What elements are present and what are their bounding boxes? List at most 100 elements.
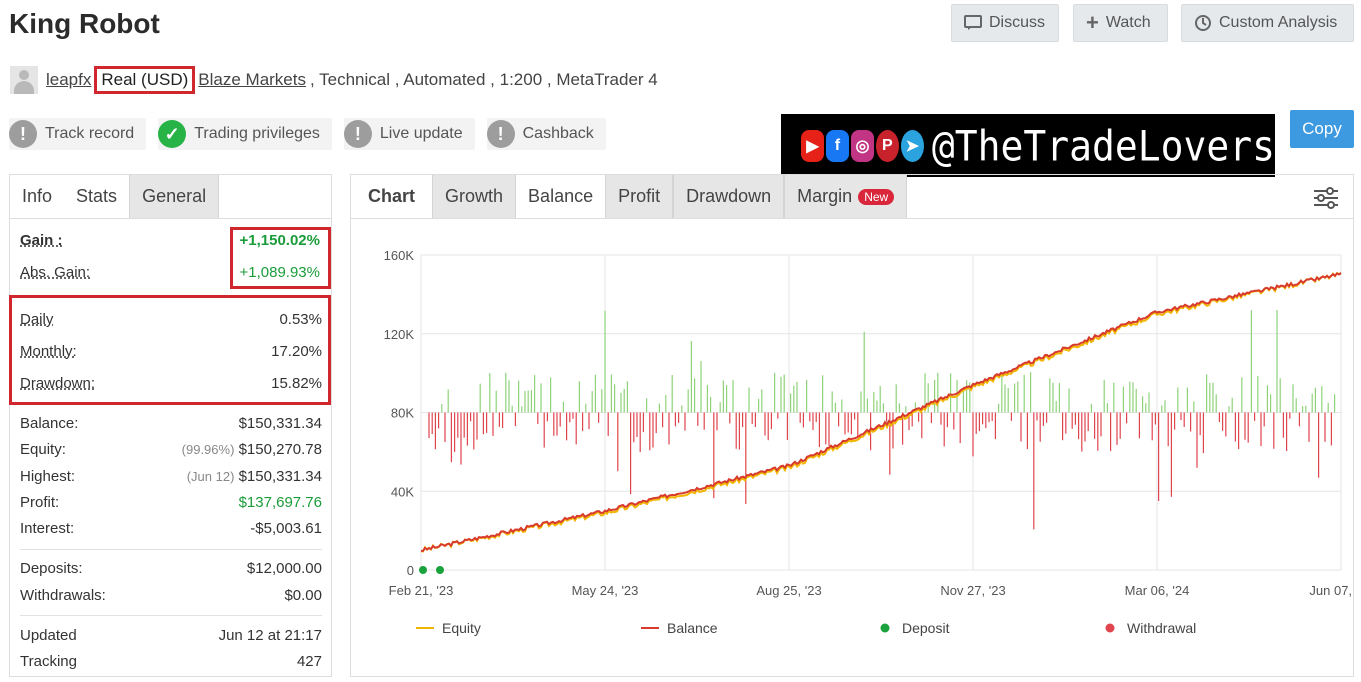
exclamation-icon: ! — [486, 120, 515, 148]
updated-label: Updated — [20, 627, 77, 644]
legend-label: Equity — [442, 620, 481, 636]
gain-label: Gain : — [20, 232, 63, 249]
legend-label: Deposit — [902, 620, 950, 636]
x-tick-label: Mar 06, '24 — [1125, 583, 1190, 598]
tab-margin[interactable]: Margin New — [784, 175, 908, 218]
equity-line — [420, 271, 1342, 553]
returns-highlight — [9, 295, 331, 405]
watch-label: Watch — [1105, 14, 1151, 31]
divider — [20, 549, 322, 550]
legend-swatch — [880, 623, 890, 633]
y-tick-label: 120K — [384, 327, 415, 342]
deposit-marker — [436, 566, 444, 574]
updated-value: Jun 12 at 21:17 — [218, 627, 322, 644]
custom-analysis-label: Custom Analysis — [1219, 14, 1338, 31]
highest-label: Highest: — [20, 468, 76, 485]
gain-highlight — [230, 227, 331, 289]
abs-gain-value: +1,089.93% — [239, 264, 321, 281]
tab-growth[interactable]: Growth — [432, 175, 517, 218]
telegram-icon: ➤ — [900, 129, 924, 162]
equity-label: Equity: — [20, 441, 66, 458]
daily-value: 0.53% — [279, 311, 322, 328]
withdrawals-label: Withdrawals: — [20, 587, 106, 604]
check-icon: ✓ — [158, 120, 187, 148]
x-tick-label: May 24, '23 — [572, 583, 639, 598]
balance-chart: 160K 120K 80K 40K 0 Feb 21, '23 May 24, '23 Aug… — [384, 248, 1353, 636]
abs-gain-label: Abs. Gain: — [20, 264, 91, 281]
tracking-value: 427 — [296, 653, 322, 670]
equity-pct: (99.96%) — [181, 442, 235, 457]
broker-link[interactable]: Blaze Markets — [198, 70, 306, 89]
highest-date: (Jun 12) — [186, 469, 235, 484]
tab-stats[interactable]: Stats — [76, 186, 118, 206]
badge-track-record[interactable]: ! Track record — [9, 118, 147, 150]
badge-label: Trading privileges — [194, 125, 320, 142]
exclamation-icon: ! — [343, 120, 372, 148]
account-type: Real (USD) — [94, 66, 196, 94]
legend-label: Withdrawal — [1127, 620, 1196, 636]
y-tick-label: 40K — [391, 484, 414, 499]
copy-button[interactable]: Copy — [1290, 110, 1354, 148]
new-badge: New — [858, 188, 895, 205]
chart-legend: Equity Balance Deposit Withdrawal — [416, 620, 1196, 636]
balance-line — [421, 272, 1342, 552]
drawdown-value: 15.82% — [271, 375, 322, 392]
avatar — [10, 66, 38, 94]
interest-label: Interest: — [20, 520, 75, 537]
tracking-label: Tracking — [20, 653, 77, 670]
tab-chart-label: Chart — [368, 186, 416, 206]
y-tick-label: 0 — [407, 563, 414, 578]
x-tick-label: Feb 21, '23 — [389, 583, 454, 598]
chart-panel: Chart Growth Balance Profit Drawdown Mar… — [350, 174, 1354, 677]
y-tick-label: 80K — [391, 406, 414, 421]
monthly-value: 17.20% — [271, 343, 322, 360]
interest-value: -$5,003.61 — [250, 520, 322, 537]
badge-trading-privileges[interactable]: ✓ Trading privileges — [158, 118, 332, 150]
pinterest-icon: P — [875, 129, 899, 162]
gain-value: +1,150.02% — [239, 232, 321, 249]
tab-drawdown[interactable]: Drawdown — [673, 175, 785, 218]
chart-axes: 160K 120K 80K 40K 0 Feb 21, '23 May 24, '23 Aug… — [384, 248, 1353, 598]
x-tick-label: Aug 25, '23 — [756, 583, 821, 598]
drawdown-label: Drawdown: — [20, 375, 96, 392]
deposits-value: $12,000.00 — [246, 560, 322, 577]
legend-swatch — [1105, 623, 1115, 633]
balance-value: $150,331.34 — [238, 415, 322, 432]
tab-margin-label: Margin — [797, 186, 853, 206]
tab-profit[interactable]: Profit — [605, 175, 674, 218]
x-tick-label: Jun 07, '24 — [1309, 583, 1353, 598]
profit-value: $137,697.76 — [238, 494, 322, 511]
legend-label: Balance — [667, 620, 718, 636]
equity-value: $150,270.78 — [238, 441, 322, 458]
account-details: , Technical , Automated , 1:200 , MetaTr… — [309, 70, 658, 89]
chart-tabs: Chart Growth Balance Profit Drawdown Mar… — [351, 175, 1353, 219]
badge-label: Cashback — [522, 125, 594, 142]
monthly-label: Monthly: — [20, 343, 77, 360]
stats-panel: Info Stats General Gain : +1,150.02% Abs.… — [9, 174, 332, 677]
plus-icon: + — [1086, 10, 1099, 35]
tab-general[interactable]: General — [129, 175, 220, 218]
discuss-label: Discuss — [989, 14, 1046, 31]
stats-tabs: Info Stats General — [10, 175, 331, 219]
discuss-button[interactable]: Discuss — [951, 4, 1059, 42]
comment-icon — [964, 15, 982, 30]
promo-banner: ▶ f ◎ P ➤ @TheTradeLovers — [781, 114, 1275, 177]
badge-label: Live update — [379, 125, 463, 142]
clock-icon — [1195, 15, 1211, 31]
badge-cashback[interactable]: ! Cashback — [486, 118, 606, 150]
custom-analysis-button[interactable]: Custom Analysis — [1181, 4, 1354, 42]
facebook-icon: f — [825, 129, 849, 162]
tab-info[interactable]: Info — [22, 186, 53, 206]
watch-button[interactable]: + Watch — [1073, 4, 1168, 42]
daily-label: Daily — [20, 311, 54, 328]
badge-label: Track record — [45, 125, 135, 142]
user-link[interactable]: leapfx — [46, 70, 92, 89]
highest-value: $150,331.34 — [238, 468, 322, 485]
badge-live-update[interactable]: ! Live update — [343, 118, 475, 150]
badges: ! Track record ✓ Trading privileges ! Live … — [9, 118, 606, 150]
chart-lines — [419, 271, 1342, 574]
account-meta: leapfx Real (USD) Blaze Markets , Techni… — [10, 66, 658, 94]
youtube-icon: ▶ — [801, 129, 824, 162]
tab-balance[interactable]: Balance — [528, 186, 594, 206]
settings-sliders-icon[interactable] — [1313, 187, 1339, 209]
